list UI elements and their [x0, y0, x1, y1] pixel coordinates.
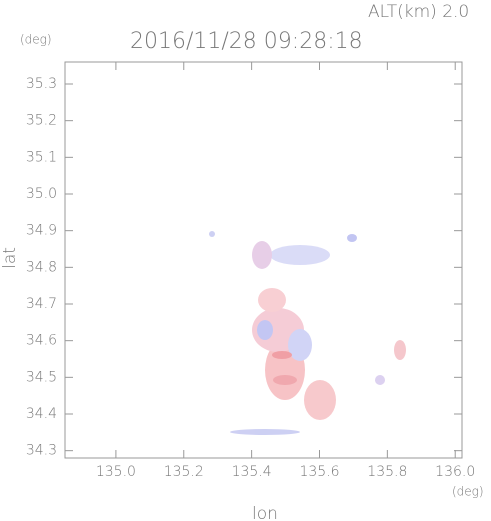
y-tick-label: 34.7	[26, 296, 57, 312]
y-tick-label: 35.3	[26, 76, 57, 92]
x-unit: (deg)	[452, 485, 484, 499]
y-tick-label: 34.5	[26, 369, 57, 385]
echo-field	[209, 231, 406, 435]
x-tick-label: 135.6	[299, 464, 339, 480]
echo-area	[230, 429, 300, 435]
echo-area	[304, 380, 336, 420]
y-tick-label: 34.9	[26, 223, 57, 239]
y-axis-label: lat	[0, 247, 20, 269]
x-axis-label: lon	[252, 504, 278, 521]
echo-area	[209, 231, 215, 237]
x-tick-label: 135.2	[164, 464, 204, 480]
x-tick-label: 135.0	[96, 464, 136, 480]
echo-area	[288, 329, 312, 361]
echo-area	[257, 320, 273, 340]
chart-title: 2016/11/28 09:28:18	[130, 29, 363, 54]
y-tick-label: 35.1	[26, 149, 57, 165]
echo-area	[347, 234, 357, 242]
echo-area	[258, 288, 286, 312]
plot-frame	[64, 61, 463, 459]
echo-area	[272, 351, 292, 359]
x-tick-label: 135.8	[367, 464, 407, 480]
x-tick-label: 135.4	[232, 464, 272, 480]
echo-area	[375, 375, 385, 385]
y-tick-label: 35.0	[26, 186, 57, 202]
x-tick-label: 136.0	[435, 464, 475, 480]
echo-area	[252, 241, 272, 269]
echo-area	[273, 375, 297, 385]
y-tick-label: 34.6	[26, 333, 57, 349]
y-tick-label: 34.4	[26, 406, 57, 422]
echo-area	[394, 340, 406, 360]
y-tick-label: 34.3	[26, 443, 57, 459]
y-tick-label: 35.2	[26, 113, 57, 129]
y-unit: (deg)	[20, 33, 52, 47]
y-tick-label: 34.8	[26, 259, 57, 275]
echo-area	[270, 245, 330, 265]
altitude-label: ALT(km) 2.0	[368, 2, 469, 22]
